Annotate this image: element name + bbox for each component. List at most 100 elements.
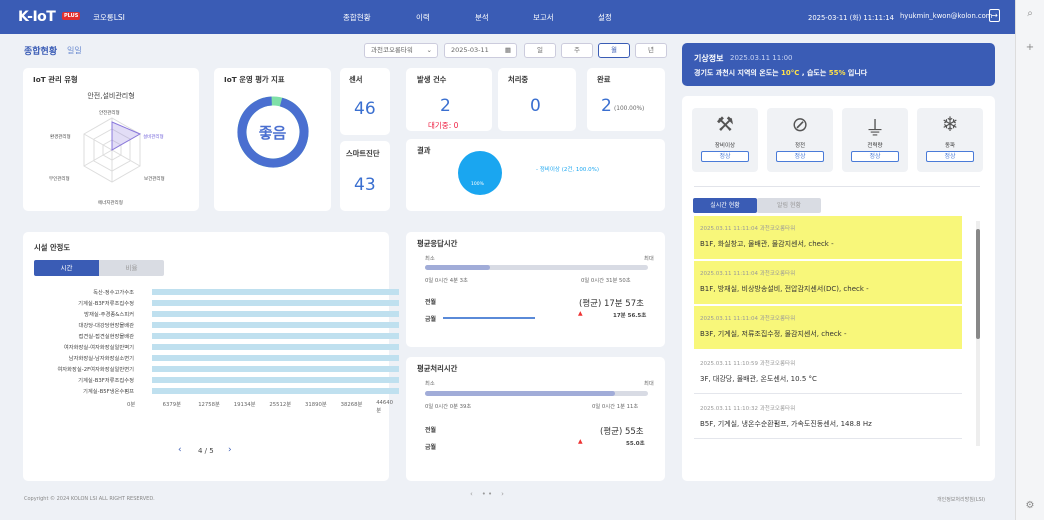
feed-item[interactable]: 2025.03.11 11:11:04 과천코오롱타워 B1F, 화실창고, 물배…	[694, 216, 962, 259]
period-year-button[interactable]: 년	[635, 43, 667, 58]
scrollbar[interactable]	[976, 221, 980, 446]
status-label: 장비이상	[714, 143, 736, 149]
facility-bar	[152, 377, 399, 383]
feed-text: B3F, 기계실, 저류조집수정, 물감지센서, check -	[700, 330, 847, 338]
nav-report[interactable]: 보고서	[533, 13, 554, 22]
feed-site: 과천코오롱타워	[759, 271, 796, 277]
top-header: K-IoT PLUS 코오롱LSI 종합현황 이력 분석 보고서 설정 2025…	[0, 0, 1015, 34]
resp-avg: (평균) 17분 57초	[579, 299, 644, 309]
tab-alerts[interactable]: 알림 현황	[757, 198, 821, 213]
feed-item[interactable]: 2025.03.11 11:10:59 과천코오롱타워 3F, 대강당, 물배관,…	[694, 351, 962, 394]
proc-avg: (평균) 55초	[600, 427, 644, 437]
site-select-value: 과천코오롱타워	[371, 46, 413, 54]
page-title: 종합현황	[24, 47, 58, 57]
radar-axis-label: 안전관리형	[99, 111, 120, 116]
plus-badge: PLUS	[62, 12, 81, 20]
user-email[interactable]: hyukmin_kwon@kolon.com	[900, 12, 993, 20]
proc-track	[425, 391, 648, 396]
facility-bar-label: 기계실-B5F냉온수펌프	[83, 389, 134, 395]
status-state: 정상	[851, 151, 899, 162]
weather-humidity: 55%	[828, 69, 846, 77]
period-day-button[interactable]: 일	[524, 43, 556, 58]
proc-min-value: 0일 0시간 0분 39초	[425, 404, 472, 410]
weather-msg-text: 경기도 과천시 지역의 온도는	[694, 69, 782, 77]
divider	[694, 186, 980, 187]
status-equipment[interactable]: ⚒ 장비이상 정상	[692, 108, 758, 172]
proc-min-label: 최소	[425, 381, 435, 387]
facility-bar-row: 남자화장실-남자화장실소변기	[23, 352, 399, 363]
sensor-card: 센서 46	[340, 68, 390, 135]
x-tick-label: 19134분	[233, 402, 256, 408]
scrollbar-thumb[interactable]	[976, 229, 980, 339]
privacy-link[interactable]: 개인정보처리방침(LSI)	[937, 497, 986, 503]
done-count: 2	[601, 96, 612, 116]
next-page-icon[interactable]: ›	[228, 445, 232, 455]
app: K-IoT PLUS 코오롱LSI 종합현황 이력 분석 보고서 설정 2025…	[0, 0, 1015, 520]
facility-bar	[152, 388, 399, 394]
events-label: 발생 건수	[417, 75, 447, 84]
status-power[interactable]: ⏚ 전력량 정상	[842, 108, 908, 172]
proc-max-value: 0일 0시간 1분 11초	[592, 404, 639, 410]
tab-realtime[interactable]: 실시간 현황	[693, 198, 757, 213]
resp-current-line	[443, 317, 535, 319]
gear-icon[interactable]: ⚙	[1025, 500, 1035, 511]
divider	[694, 393, 962, 394]
facility-x-axis: 0분 6379분 12758분 19134분 25512분 31890분 38268분 446…	[23, 400, 393, 414]
facility-bar-row: 접견실-접견실현장몰배관	[23, 330, 399, 341]
site-select[interactable]: 과천코오롱타워 ⌄	[364, 43, 438, 58]
done-label: 완료	[597, 75, 611, 84]
nav-analysis[interactable]: 분석	[475, 13, 489, 22]
footer-prev-icon[interactable]: ‹ • • ›	[470, 490, 504, 498]
facility-bar-row: 여자화장실-2F여자화장실일반변기	[23, 363, 399, 374]
date-input[interactable]: 2025-03-11 ▦	[444, 43, 517, 58]
tab-time[interactable]: 시간	[34, 260, 99, 276]
feed-site: 과천코오롱타워	[759, 316, 796, 322]
result-pie-label: 100%	[471, 182, 484, 187]
result-label: 결과	[417, 146, 431, 155]
x-tick-label: 12758분	[198, 402, 220, 408]
status-label: 정전	[794, 143, 806, 149]
feed-text: B1F, 화실창고, 물배관, 물감지센서, check -	[700, 240, 834, 248]
period-week-button[interactable]: 주	[561, 43, 593, 58]
status-label: 동파	[944, 143, 956, 149]
result-pie	[458, 151, 502, 195]
facility-bar	[152, 355, 399, 361]
plus-icon[interactable]: +	[1025, 42, 1035, 53]
brand-name: 코오롱LSI	[93, 13, 125, 22]
radar-axis-label: 에너지관리형	[98, 201, 123, 206]
facility-bar-row: 여자화장실-여자화장실일반벽기	[23, 341, 399, 352]
x-tick-label: 0분	[127, 402, 136, 408]
facility-bar-label: 대강당-대강당현장몰배관	[78, 323, 134, 329]
logout-icon[interactable]: →	[989, 9, 1000, 22]
search-icon[interactable]: ⌕	[1027, 8, 1033, 19]
eval-grade: 좋음	[258, 124, 287, 142]
wrench-icon: ⚒	[716, 112, 734, 136]
radar-title: 안전,설비관리형	[87, 92, 135, 100]
nav-history[interactable]: 이력	[416, 13, 430, 22]
facility-bar-label: 독산-정수고가수조	[93, 290, 134, 296]
events-card: 발생 건수 2 대기중: 0	[406, 68, 492, 131]
feed-item[interactable]: 2025.03.11 11:10:32 과천코오롱타워 B5F, 기계실, 냉온수…	[694, 396, 962, 439]
facility-bar	[152, 289, 399, 295]
resp-row-label: 금월	[425, 316, 437, 323]
facility-bar-label: 접견실-접견실현장몰배관	[78, 334, 134, 340]
feed-item[interactable]: 2025.03.11 11:11:04 과천코오롱타워 B3F, 기계실, 저류조…	[694, 306, 962, 349]
weather-msg-text: , 습도는	[799, 69, 829, 77]
nav-overview[interactable]: 종합현황	[343, 13, 371, 22]
result-card: 결과 100% - 정비이상 (2건, 100.0%)	[406, 139, 665, 211]
resp-title: 평균응답시간	[417, 239, 458, 248]
radar-chart	[83, 117, 142, 183]
status-freeze[interactable]: ❄ 동파 정상	[917, 108, 983, 172]
feed-item[interactable]: 2025.03.11 11:11:04 과천코오롱타워 B1F, 방재실, 비상방…	[694, 261, 962, 304]
feed-text: 3F, 대강당, 물배관, 온도센서, 10.5 °C	[700, 375, 817, 383]
facility-bar-label: 기계실-B3F저류조집수정	[78, 301, 134, 307]
period-month-button[interactable]: 월	[598, 43, 630, 58]
status-outage[interactable]: ⊘ 정전 정상	[767, 108, 833, 172]
prev-page-icon[interactable]: ‹	[178, 445, 182, 455]
event-feed: 2025.03.11 11:11:04 과천코오롱타워 B1F, 화실창고, 물배…	[682, 216, 995, 452]
tab-ratio[interactable]: 비율	[99, 260, 164, 276]
nav-settings[interactable]: 설정	[598, 13, 612, 22]
resp-min-label: 최소	[425, 256, 435, 262]
logo[interactable]: K-IoT	[18, 9, 56, 25]
facility-bar	[152, 322, 399, 328]
